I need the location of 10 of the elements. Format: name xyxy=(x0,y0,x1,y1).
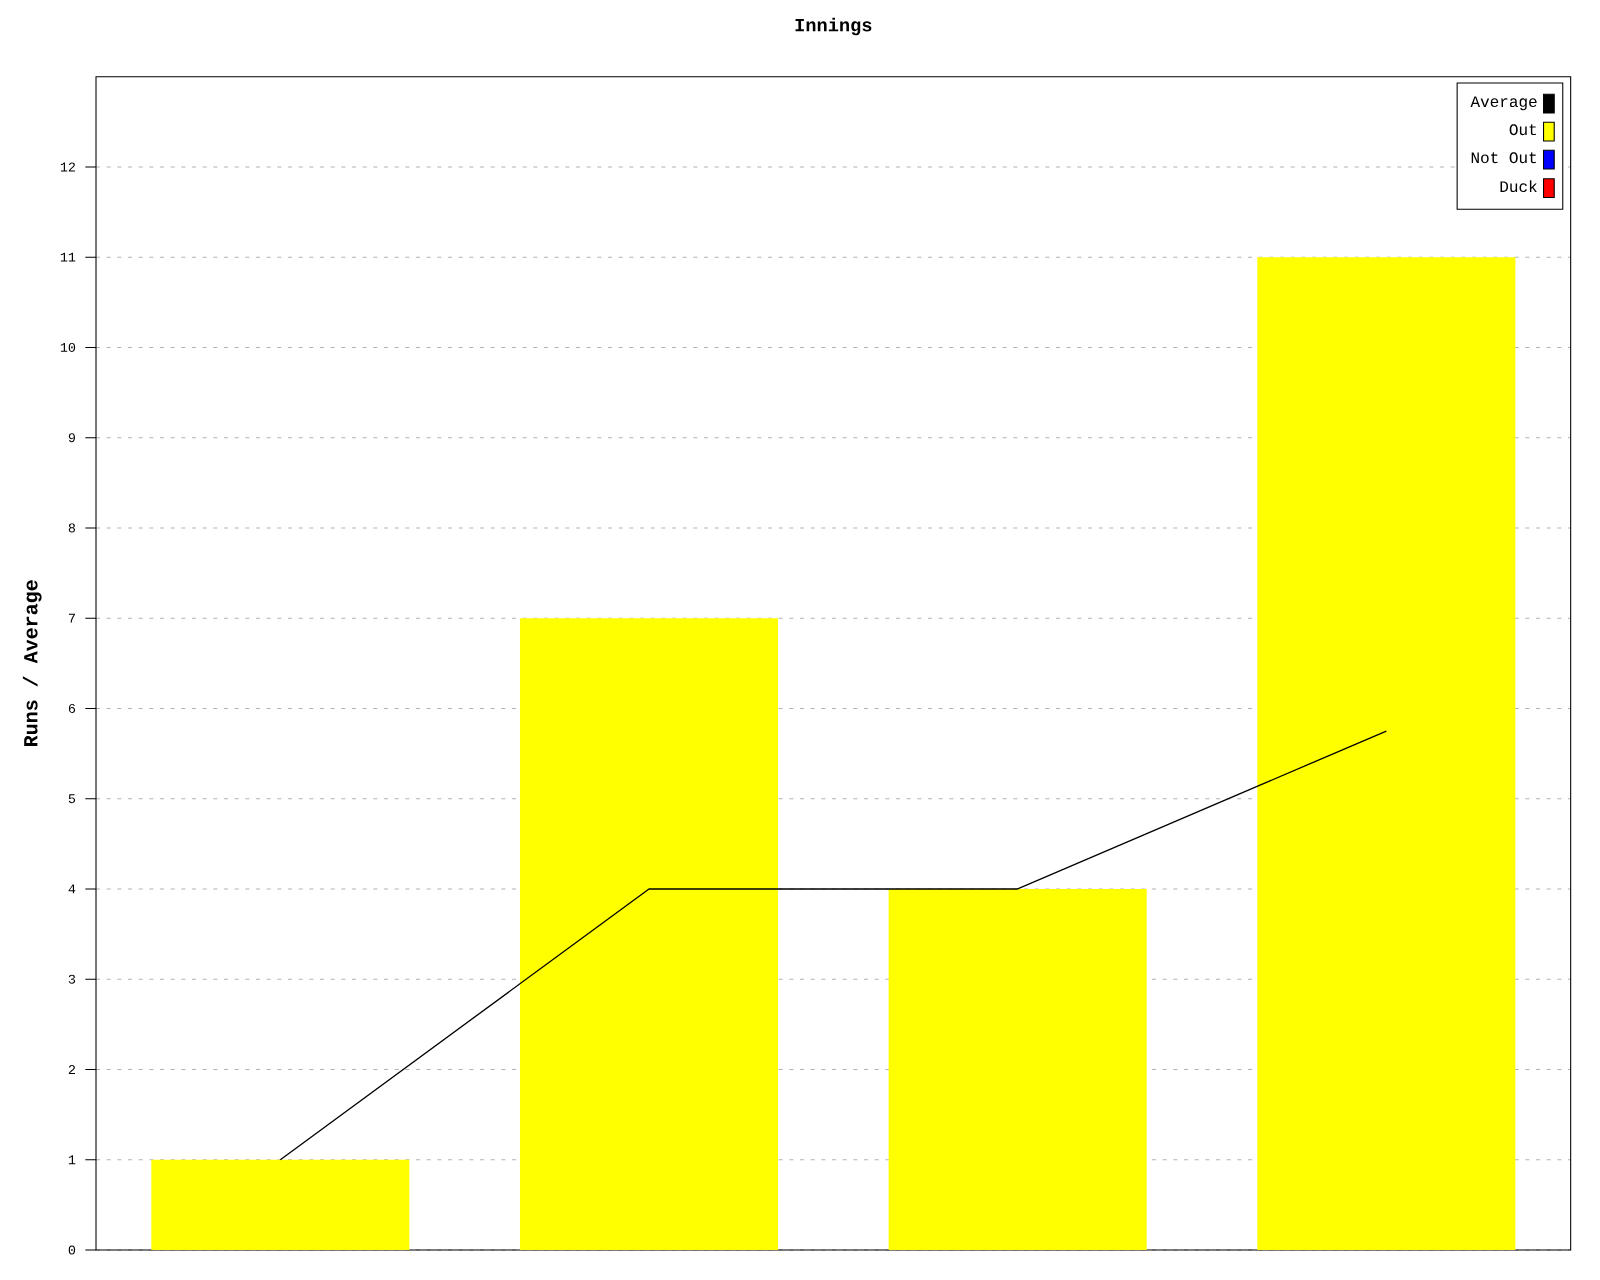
bar xyxy=(1257,257,1516,1251)
legend-label: Duck xyxy=(1500,180,1537,193)
legend-label: Not Out xyxy=(1471,152,1537,164)
y-axis-title: Runs / Average xyxy=(22,580,42,747)
legend-label: Average xyxy=(1470,96,1537,111)
bar xyxy=(151,1159,410,1251)
legend-label: Out xyxy=(1509,124,1537,136)
chart-title: Innings xyxy=(795,17,872,36)
bar xyxy=(519,618,779,1251)
bar xyxy=(888,888,1147,1251)
